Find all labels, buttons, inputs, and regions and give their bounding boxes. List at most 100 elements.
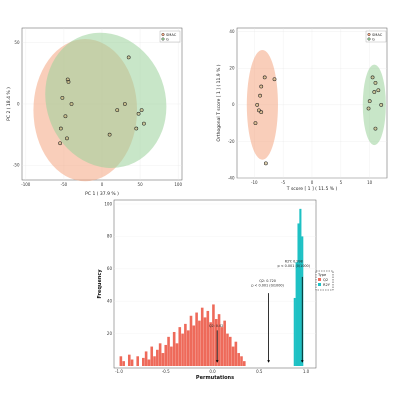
permutation-arrow-head [267, 360, 270, 363]
permutation-legend-r2y: R2Y [323, 283, 331, 287]
permutation-ytick-label: 100 [104, 201, 112, 206]
pca-point-smac [65, 136, 69, 141]
permutation-ytick-label: 60 [107, 266, 113, 271]
permutation-bar-q2 [223, 320, 226, 366]
pca-points [58, 55, 146, 146]
pca-ytick-label: -50 [13, 163, 20, 168]
opls-ytick-label: -40 [228, 175, 235, 180]
opls-point-smac [259, 110, 264, 115]
permutation-annotation: Q2: 0.02 [209, 324, 224, 328]
pca-ellipse-g [45, 32, 167, 168]
opls-ellipses [246, 49, 386, 160]
permutation-bar-q2 [240, 356, 243, 366]
pca-legend-box [159, 30, 181, 43]
opls-ytick-label: -20 [228, 139, 235, 144]
pca-xtick-label: 0 [101, 182, 104, 187]
opls-legend-g-marker [367, 37, 371, 41]
permutation-bar-q2 [161, 353, 165, 366]
permutation-bar-q2 [212, 304, 215, 366]
permutation-annotation: R2Y: 0.998 [285, 259, 303, 263]
permutation-bar-q2 [136, 356, 139, 366]
permutation-bar-q2 [167, 336, 170, 366]
opls-ellipse-smac [246, 49, 278, 160]
permutation-legend-r2y-swatch [318, 283, 321, 286]
opls-point-smac [255, 102, 260, 107]
permutation-bar-q2 [127, 354, 131, 366]
permutation-gridlines [114, 203, 316, 334]
pca-ylabel: PC 2 ( 18.4 % ) [6, 87, 12, 121]
permutation-bar-q2 [181, 333, 184, 366]
opls-point-smac [272, 77, 277, 82]
pca-point-g [134, 126, 139, 131]
opls-xtick-label: -10 [251, 180, 258, 185]
pca-point-smac [66, 80, 71, 84]
pca-point-smac [58, 126, 63, 131]
pca-legend-smac: SMAC [166, 33, 177, 37]
pca-point-smac [63, 114, 68, 119]
opls-point-g [367, 99, 372, 104]
opls-ellipse-g [362, 64, 386, 146]
permutation-bar-q2 [242, 361, 246, 366]
opls-point-smac [263, 161, 268, 166]
pca-ytick-label: 50 [14, 40, 20, 45]
pca-legend-smac-marker [161, 33, 165, 37]
permutation-bar-q2 [228, 336, 232, 366]
opls-point-g [366, 106, 371, 111]
permutation-arrow-head [215, 360, 219, 363]
permutation-bar-q2 [198, 320, 201, 366]
permutation-bar-q2 [153, 356, 156, 366]
permutation-bar-q2 [144, 351, 148, 366]
permutation-bar-q2 [175, 343, 179, 366]
permutation-xtick-label: 0.5 [256, 369, 263, 374]
pca-legend-g: G [166, 37, 169, 41]
permutation-bar-q2 [220, 327, 224, 366]
permutation-legend-q2-swatch [318, 278, 321, 281]
pca-point-g [126, 55, 131, 60]
permutation-arrow-head [300, 360, 304, 363]
pca-point-g [139, 108, 144, 113]
opls-point-smac [253, 121, 258, 125]
permutation-bar-r2y [297, 223, 300, 366]
opls-legend-box [365, 30, 387, 43]
permutation-bar-q2 [164, 344, 168, 366]
permutation-bar-q2 [237, 353, 240, 366]
permutation-xlabel: Permutations [196, 375, 234, 381]
opls-legend-g: G [372, 37, 375, 41]
permutation-ytick-label: 80 [107, 234, 113, 239]
permutation-bar-r2y [295, 262, 298, 366]
permutation-bar-q2 [130, 359, 134, 366]
pca-ticks: -100 -50 0 50 100 -50 0 50 [13, 40, 183, 187]
permutation-legend-q2: Q2 [323, 278, 328, 282]
permutation-bar-q2 [231, 346, 235, 366]
permutation-bar-q2 [186, 330, 190, 366]
pca-point-g [115, 108, 120, 113]
permutation-xtick-label: 1.0 [303, 369, 310, 374]
opls-legend-smac-marker [367, 33, 371, 37]
permutation-bar-q2 [150, 346, 154, 366]
opls-point-smac [262, 75, 267, 80]
permutation-bar-q2 [206, 310, 210, 366]
permutation-ytick-label: 20 [107, 331, 113, 336]
permutation-ylabel: Frequency [97, 269, 103, 299]
permutation-bar-q2 [192, 325, 196, 366]
permutation-xtick-label: 0.0 [209, 369, 216, 374]
pca-point-smac [60, 95, 65, 100]
opls-xtick-label: 10 [367, 180, 373, 185]
permutation-bar-q2 [156, 349, 159, 366]
opls-ytick-label: 20 [229, 66, 235, 71]
pca-legend-g-marker [161, 37, 165, 41]
permutation-annotation: p < 0.001 (0/1000) [278, 264, 311, 268]
pca-point-g [122, 102, 127, 106]
permutation-bar-q2 [158, 343, 162, 366]
pca-xtick-label: 50 [138, 182, 144, 187]
permutation-bar-q2 [178, 327, 182, 366]
pca-ellipses [33, 32, 167, 182]
permutation-bar-r2y [299, 208, 302, 366]
opls-legend-smac: SMAC [372, 33, 383, 37]
pca-xtick-label: 100 [174, 182, 182, 187]
permutation-bar-q2 [147, 359, 151, 366]
opls-point-g [372, 90, 377, 94]
